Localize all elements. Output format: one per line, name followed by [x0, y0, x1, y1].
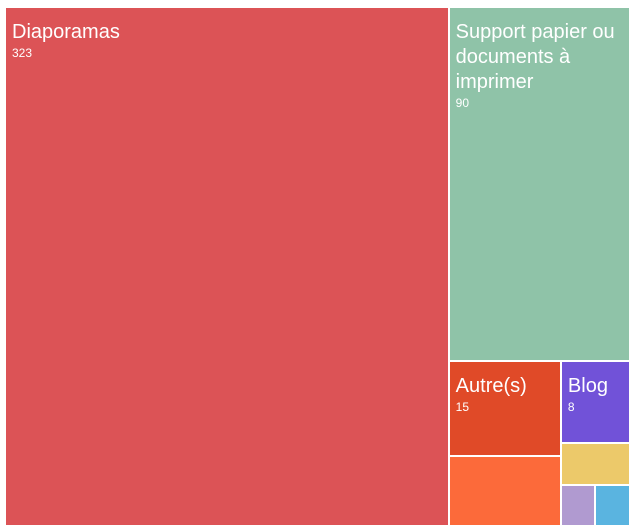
treemap-cell: [596, 485, 631, 527]
treemap-cell: [561, 485, 597, 527]
cell-label: Autre(s): [455, 374, 527, 397]
cell-value: 8: [567, 399, 575, 414]
cell-text: Support papier ou documents à imprimer 90: [456, 20, 627, 111]
treemap-cell: [561, 444, 631, 486]
cell-text: Blog 8: [568, 374, 627, 415]
cell-value: 15: [455, 399, 470, 414]
treemap-cell: Blog 8: [561, 361, 631, 445]
treemap-cell: [449, 457, 562, 527]
cell-text: Diaporamas 323: [12, 20, 446, 61]
treemap-cell: Support papier ou documents à imprimer 90: [449, 8, 631, 362]
treemap: Diaporamas 323 Support papier ou documents…: [6, 8, 631, 527]
treemap-cell: Autre(s) 15: [449, 361, 562, 458]
cell-text: Autre(s) 15: [456, 374, 558, 415]
cell-label: Blog: [567, 374, 608, 397]
cell-value: 323: [12, 46, 33, 60]
cell-label: Diaporamas: [12, 21, 120, 43]
cell-value: 90: [455, 96, 470, 110]
cell-label: Support papier ou documents à imprimer: [455, 21, 615, 93]
treemap-cell: Diaporamas 323: [6, 8, 450, 527]
